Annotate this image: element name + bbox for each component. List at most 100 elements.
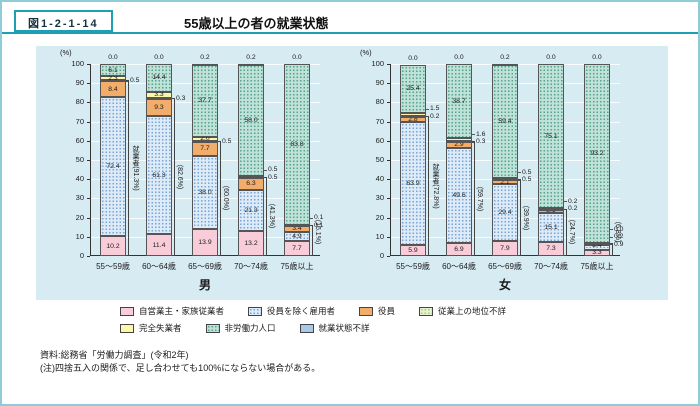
y-tick-label: 90 — [75, 78, 84, 88]
bar-segment — [192, 136, 218, 141]
segment-leader-label: 1.6 — [476, 130, 486, 138]
y-tick-label: 70 — [375, 116, 384, 126]
segment-value-label: 0.0 — [592, 54, 602, 61]
legend-item-label: 役員を除く雇用者 — [267, 306, 336, 316]
bar-segment — [538, 208, 564, 211]
leader-line — [609, 236, 613, 238]
y-tick-label: 90 — [375, 78, 384, 88]
segment-value-label: 61.3 — [152, 171, 166, 179]
segment-value-label: 13.2 — [244, 239, 258, 247]
employed-bracket — [610, 242, 613, 256]
segment-leader-label: 0.1 — [314, 221, 324, 229]
y-tick-label: 70 — [75, 116, 84, 126]
segment-leader-label: 0.2 — [568, 205, 578, 213]
bar-segment — [284, 64, 310, 225]
bar-segment — [400, 64, 426, 114]
segment-value-label: 7.9 — [500, 244, 510, 252]
legend-swatch-icon — [248, 306, 263, 316]
bar-segment — [192, 156, 218, 230]
y-tick-label: 30 — [75, 193, 84, 203]
y-tick-label: 0 — [79, 251, 84, 260]
y-axis-tick — [87, 179, 90, 181]
x-category-label: 70〜74歳 — [234, 262, 268, 271]
segment-value-label: 9.3 — [154, 103, 164, 111]
employed-bracket — [218, 140, 221, 256]
segment-leader-label: 0.1 — [314, 214, 324, 222]
y-axis-tick — [387, 83, 390, 85]
segment-value-label: 3.4 — [292, 225, 302, 233]
y-tick-label: 50 — [375, 155, 384, 164]
legend-item: 非労働力人口 — [205, 322, 276, 334]
y-axis-tick — [387, 217, 390, 219]
bar-segment — [446, 138, 472, 142]
y-axis-tick — [387, 140, 390, 142]
bar-segment — [192, 64, 218, 137]
bar-segment — [400, 116, 426, 119]
segment-value-label: 0.2 — [246, 54, 256, 61]
segment-leader-label: 0.5 — [522, 168, 532, 176]
legend-swatch-icon — [359, 306, 374, 316]
y-axis-tick — [387, 64, 390, 65]
x-category-label: 65〜69歳 — [488, 262, 522, 271]
segment-value-label: 0.0 — [408, 54, 418, 62]
y-axis-tick — [87, 83, 90, 85]
employed-rate-label: (82.6%) — [176, 164, 183, 190]
bar-segment — [446, 64, 472, 139]
segment-value-label: 0.0 — [454, 54, 464, 61]
bar-segment — [584, 242, 610, 245]
segment-value-label: 0.0 — [154, 54, 164, 61]
segment-value-label: 2.9 — [454, 141, 464, 149]
segment-leader-label: 0.2 — [614, 233, 624, 241]
y-axis-tick — [87, 64, 90, 65]
bar-segment — [400, 244, 426, 256]
segment-value-label: 15.1 — [544, 223, 558, 231]
segment-value-label: 10.2 — [106, 242, 120, 250]
leader-line — [609, 244, 613, 246]
x-category-label: 70〜74歳 — [534, 262, 568, 271]
legend-item-label: 就業状態不詳 — [318, 323, 370, 333]
y-axis-tick — [87, 121, 90, 123]
figure-number: 図1-2-1-14 — [28, 18, 99, 30]
bar-segment — [284, 231, 310, 242]
employed-bracket — [310, 225, 313, 256]
y-tick-label: 10 — [75, 231, 84, 241]
employed-rate-label: (39.9%) — [522, 205, 529, 230]
segment-leader-label: 0.5 — [222, 137, 232, 145]
bar-segment — [492, 184, 518, 241]
bar-segment — [284, 224, 310, 227]
segment-leader-label: 0.2 — [568, 197, 578, 205]
bar-segment — [492, 64, 518, 179]
bar-segment — [238, 64, 264, 66]
employed-bracket — [126, 80, 129, 256]
segment-value-label: 38.7 — [452, 97, 466, 105]
x-category-label: 75歳以上 — [280, 262, 314, 271]
y-tick-label: 40 — [375, 174, 384, 184]
segment-value-label: 0.0 — [546, 54, 556, 61]
y-tick-label: 80 — [375, 97, 384, 107]
bar-segment — [538, 64, 564, 209]
segment-value-label: 2.4 — [592, 241, 602, 249]
employed-bracket — [472, 141, 475, 256]
y-axis-tick — [87, 198, 90, 200]
legend-row: 自営業主・家族従業者 役員を除く雇用者 役員 従業上の地位不詳 — [120, 305, 506, 317]
x-category-label: 75歳以上 — [580, 262, 614, 271]
y-axis-tick — [87, 256, 90, 257]
segment-value-label: 3.3 — [154, 91, 164, 99]
y-axis-tick — [387, 160, 390, 161]
segment-leader-label: 0.0 — [614, 225, 624, 233]
segment-value-label: 11.4 — [152, 241, 166, 249]
segment-value-label: 4.9 — [292, 233, 302, 240]
legend-item-label: 役員 — [378, 306, 396, 316]
segment-value-label: 21.3 — [244, 206, 258, 214]
segment-value-label: 2.8 — [408, 115, 418, 123]
segment-value-label: 6.3 — [246, 180, 256, 188]
x-category-label: 60〜64歳 — [142, 262, 176, 271]
segment-value-label: 37.7 — [198, 97, 212, 105]
legend-item: 自営業主・家族従業者 — [120, 305, 224, 317]
segment-value-label: 0.2 — [200, 54, 210, 61]
bar-segment — [238, 64, 264, 176]
segment-value-label: 72.4 — [106, 163, 120, 171]
y-tick-label: 20 — [75, 212, 84, 222]
leader-line — [309, 217, 313, 219]
y-tick-label: 10 — [375, 231, 384, 241]
